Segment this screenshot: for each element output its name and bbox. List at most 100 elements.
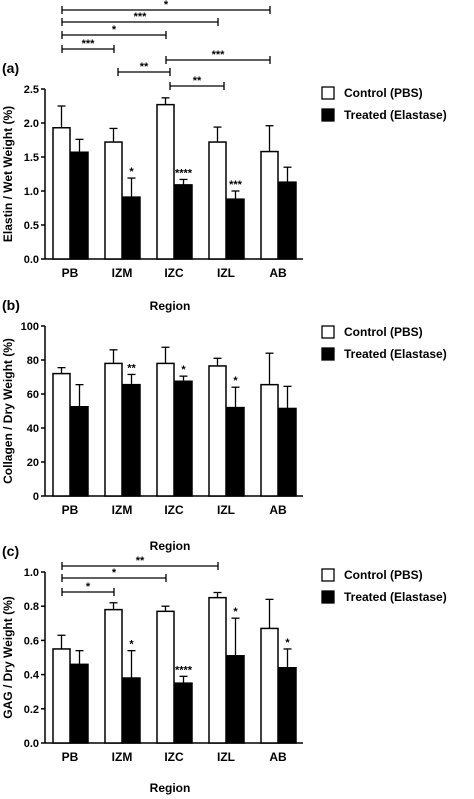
y-axis-label: Collagen / Dry Weight (%) [1,338,15,484]
legend-swatch [321,347,335,361]
category-label-ab: AB [269,266,287,280]
legend-swatch [321,86,335,100]
significance-star: ** [127,362,136,374]
bar-treated-izl [226,406,245,497]
bar-control-ab [260,150,279,260]
y-tick-label: 1.0 [24,186,39,198]
y-tick-label: 0.6 [24,635,39,647]
category-label-pb: PB [62,266,79,280]
y-tick-label: 20 [27,457,39,469]
bar-control-pb [52,648,71,744]
category-label-izl: IZL [217,750,235,764]
bar-treated-pb [70,406,89,497]
y-tick-label: 100 [21,321,39,333]
significance-star: * [285,637,290,649]
bar-control-pb [52,372,71,497]
y-tick-label: 0 [33,491,39,503]
significance-star: * [181,364,186,376]
category-label-izc: IZC [164,503,184,517]
y-tick-label: 0.5 [24,220,39,232]
bar-treated-izm [122,383,141,497]
y-tick-label: 60 [27,389,39,401]
chart-panel-3: (c) 0.0 0.2 0.4 0.6 0.8 1.0 GAG / Dry Weight (%… [1,543,447,795]
y-tick-label: 2.0 [24,118,39,130]
bar-treated-izl [226,655,245,744]
bar-treated-izc [174,380,193,497]
significance-star: * [129,639,134,651]
bar-treated-pb [70,663,89,744]
y-tick-label: 1.5 [24,152,39,164]
bracket-label: ** [136,555,145,567]
category-label-izl: IZL [217,266,235,280]
legend-swatch [321,325,335,339]
panel-label: (b) [2,297,20,313]
bracket-label: * [112,567,117,579]
bar-control-ab [260,383,279,497]
panel-label: (c) [2,543,19,559]
bar-treated-izm [122,196,141,260]
x-axis-label: Region [150,539,191,553]
legend-swatch [321,568,335,582]
bar-treated-ab [278,667,297,744]
y-axis-label: Elastin / Wet Weight (%) [1,106,15,242]
y-tick-label: 0.8 [24,601,39,613]
bracket-label: ** [193,75,202,87]
y-tick-label: 0.4 [24,670,40,682]
x-axis-label: Region [150,781,191,795]
bar-treated-ab [278,181,297,260]
category-label-izm: IZM [112,750,133,764]
category-label-ab: AB [269,750,287,764]
legend-swatch [321,590,335,604]
chart-panel-2: (b) 0 20 40 60 80 100 Collagen / Dry Weight (%)… [1,297,447,553]
category-label-izc: IZC [164,266,184,280]
y-axis-label: GAG / Dry Weight (%) [1,596,15,718]
significance-star: **** [175,664,193,676]
bar-treated-izl [226,198,245,260]
bracket-label: ** [140,61,149,73]
bar-control-izm [104,608,123,744]
y-tick-label: 0.2 [24,704,39,716]
bracket-label: * [112,24,117,36]
bar-control-izl [208,596,227,744]
legend-label: Control (PBS) [344,568,423,582]
y-tick-label: 2.5 [24,84,39,96]
category-label-ab: AB [269,503,287,517]
bar-control-izm [104,141,123,260]
category-label-izm: IZM [112,503,133,517]
significance-star: * [129,166,134,178]
bracket-label: *** [134,11,148,23]
category-label-pb: PB [62,750,79,764]
bar-control-izl [208,365,227,497]
category-label-izc: IZC [164,750,184,764]
legend-label: Control (PBS) [344,325,423,339]
category-label-izm: IZM [112,266,133,280]
significance-star: * [233,606,238,618]
legend-label: Treated (Elastase) [344,108,447,122]
bar-control-izm [104,362,123,497]
bar-control-ab [260,627,279,744]
bar-treated-izc [174,682,193,744]
panel-label: (a) [2,60,19,76]
x-axis-label: Region [150,299,191,313]
bar-control-izc [156,362,175,497]
legend-swatch [321,108,335,122]
legend-label: Treated (Elastase) [344,347,447,361]
bar-treated-pb [70,151,89,260]
category-label-pb: PB [62,503,79,517]
y-tick-label: 0.0 [24,738,39,750]
significance-star: *** [229,179,243,191]
legend-label: Treated (Elastase) [344,590,447,604]
category-label-izl: IZL [217,503,235,517]
legend-label: Control (PBS) [344,86,423,100]
y-tick-label: 40 [27,423,39,435]
bar-treated-izm [122,677,141,744]
y-tick-label: 1.0 [24,567,39,579]
y-tick-label: 0.0 [24,254,39,266]
y-tick-label: 80 [27,355,39,367]
significance-star: **** [175,167,193,179]
bar-control-izc [156,103,175,260]
bar-control-izc [156,610,175,744]
bar-control-pb [52,127,71,260]
bar-treated-izc [174,184,193,260]
